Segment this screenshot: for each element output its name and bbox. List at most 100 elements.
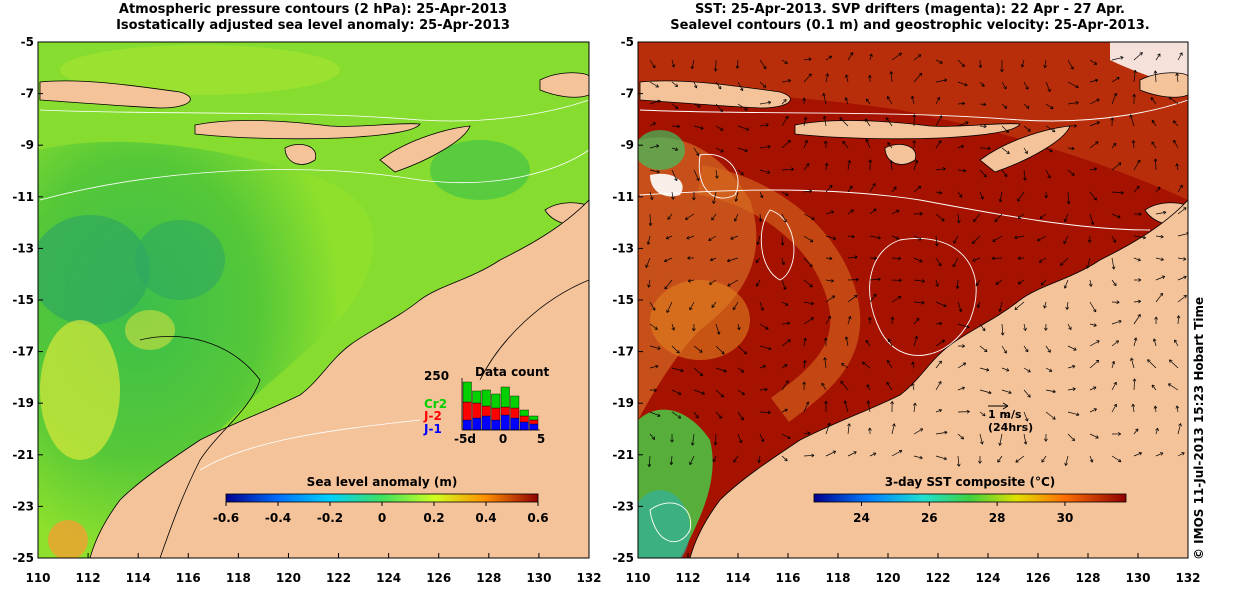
right-ytick: -5 <box>621 35 634 49</box>
right-ytick: -19 <box>612 396 634 410</box>
sla-colorbar: Sea level anomaly (m) -0.6 -0.4 -0.2 0 0.2 0.… <box>213 475 549 525</box>
data-count-ymax: 250 <box>424 369 449 383</box>
right-ytick: -25 <box>612 551 634 565</box>
left-ytick: -19 <box>12 396 34 410</box>
dc-xtick-0: -5d <box>454 432 476 446</box>
left-ytick: -21 <box>12 448 34 462</box>
data-count-bar <box>481 405 491 417</box>
data-count-bar <box>500 414 510 431</box>
right-ytick: -15 <box>612 293 634 307</box>
sst-colorbar-tick: 26 <box>921 511 938 525</box>
left-xtick: 116 <box>176 571 201 585</box>
sst-map <box>638 42 1188 558</box>
right-xtick: 114 <box>725 571 750 585</box>
right-xtick: 124 <box>975 571 1000 585</box>
data-count-bar <box>472 402 482 419</box>
data-count-bar <box>462 419 472 431</box>
left-ytick: -5 <box>21 35 34 49</box>
data-count-bar <box>510 395 520 409</box>
data-count-bar <box>529 423 539 431</box>
sla-colorbar-tick: 0 <box>378 511 386 525</box>
left-xtick: 124 <box>376 571 401 585</box>
data-count-bar <box>500 386 510 408</box>
right-ytick: -17 <box>612 345 634 359</box>
sla-colorbar-tick: 0.2 <box>423 511 444 525</box>
data-count-bar <box>481 415 491 431</box>
right-axes: 110 112 114 116 118 120 122 124 126 128 130 132 -5 -7… <box>612 35 1200 585</box>
sst-colorbar-tick: 28 <box>989 511 1006 525</box>
right-xtick: 112 <box>675 571 700 585</box>
sla-colorbar-tick: 0.6 <box>527 511 548 525</box>
left-xtick: 110 <box>25 571 50 585</box>
left-xtick: 132 <box>576 571 601 585</box>
right-xtick: 116 <box>775 571 800 585</box>
right-xtick: 126 <box>1025 571 1050 585</box>
left-xtick: 122 <box>326 571 351 585</box>
right-title-line2: Sealevel contours (0.1 m) and geostrophi… <box>670 18 1150 33</box>
left-ytick: -13 <box>12 241 34 255</box>
sla-colorbar-tick: -0.4 <box>265 511 291 525</box>
legend-j1: J-1 <box>423 422 442 436</box>
right-xtick: 122 <box>925 571 950 585</box>
right-ytick: -23 <box>612 499 634 513</box>
left-ytick: -11 <box>12 190 34 204</box>
left-ytick: -23 <box>12 499 34 513</box>
sla-colorbar-tick: -0.2 <box>317 511 343 525</box>
left-ytick: -17 <box>12 345 34 359</box>
data-count-bar <box>519 415 529 423</box>
right-xtick: 130 <box>1125 571 1150 585</box>
data-count-bar <box>491 419 501 431</box>
left-ytick: -9 <box>21 138 34 152</box>
data-count-bar <box>519 409 529 417</box>
data-count-bar <box>529 415 539 421</box>
left-ytick: -15 <box>12 293 34 307</box>
data-count-bar <box>472 417 482 431</box>
data-count-bar <box>519 421 529 431</box>
right-xtick: 132 <box>1175 571 1200 585</box>
right-xtick: 118 <box>825 571 850 585</box>
left-xtick: 128 <box>476 571 501 585</box>
velocity-scale-label: 1 m/s <box>988 408 1022 421</box>
right-ytick: -7 <box>621 87 634 101</box>
right-ytick: -11 <box>612 190 634 204</box>
data-count-bar <box>472 390 482 404</box>
left-axes: 110 112 114 116 118 120 122 124 126 128 130 132 -5 -7… <box>12 35 601 585</box>
sst-colorbar-title: 3-day SST composite (°C) <box>885 475 1056 489</box>
credit-text: © IMOS 11-Jul-2013 15:23 Hobart Time <box>1192 296 1206 560</box>
left-title-line2: Isostatically adjusted sea level anomaly… <box>116 18 510 33</box>
sla-colorbar-tick: -0.6 <box>213 511 239 525</box>
velocity-scale-sublabel: (24hrs) <box>988 421 1033 434</box>
right-xtick: 110 <box>625 571 650 585</box>
data-count-bar <box>491 393 501 409</box>
right-title-line1: SST: 25-Apr-2013. SVP drifters (magenta)… <box>695 2 1125 17</box>
legend-cr2: Cr2 <box>424 397 447 411</box>
sst-colorbar-tick: 30 <box>1057 511 1074 525</box>
data-count-inset: Data count 250 Cr2 J-2 J-1 -5d 0 5 <box>423 365 550 446</box>
data-count-bar <box>529 419 539 425</box>
sla-colorbar-title: Sea level anomaly (m) <box>307 475 458 489</box>
left-xtick: 114 <box>126 571 151 585</box>
left-ytick: -7 <box>21 87 34 101</box>
dc-xtick-2: 5 <box>537 432 545 446</box>
legend-j2: J-2 <box>423 409 442 423</box>
data-count-bar <box>510 417 520 431</box>
velocity-scale: 1 m/s (24hrs) <box>988 402 1033 434</box>
left-ytick: -25 <box>12 551 34 565</box>
right-xtick: 120 <box>875 571 900 585</box>
data-count-bar <box>500 406 510 416</box>
data-count-title: Data count <box>475 365 550 379</box>
data-count-bar <box>481 389 491 407</box>
sst-colorbar: 3-day SST composite (°C) 24 26 28 30 <box>813 475 1127 525</box>
sla-colorbar-tick: 0.4 <box>475 511 496 525</box>
left-title-line1: Atmospheric pressure contours (2 hPa): 2… <box>118 2 508 17</box>
left-xtick: 112 <box>76 571 101 585</box>
right-xtick: 128 <box>1075 571 1100 585</box>
dc-xtick-1: 0 <box>499 432 507 446</box>
sla-map <box>38 42 589 558</box>
right-ytick: -9 <box>621 138 634 152</box>
left-xtick: 118 <box>226 571 251 585</box>
data-count-bar <box>510 407 520 419</box>
left-xtick: 130 <box>526 571 551 585</box>
right-ytick: -21 <box>612 448 634 462</box>
